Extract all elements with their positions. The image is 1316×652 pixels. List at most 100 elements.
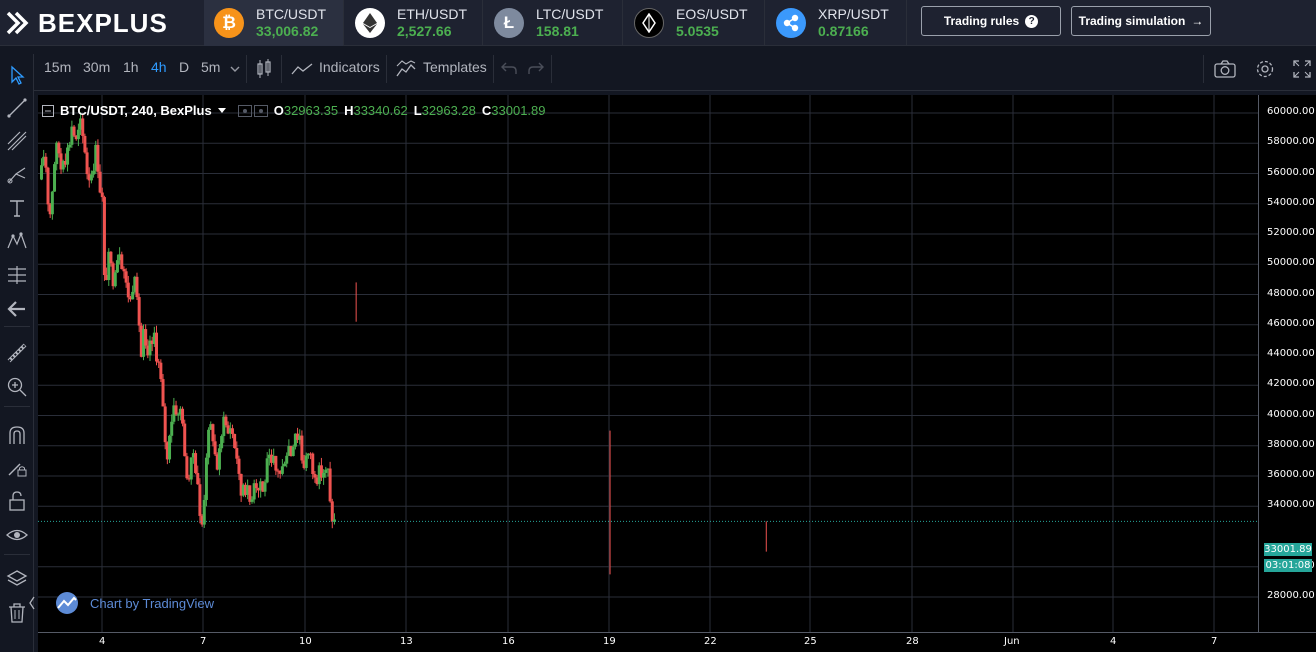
- candle-body: [267, 454, 271, 459]
- candle-body: [79, 118, 83, 130]
- candle-body: [48, 204, 52, 215]
- candle-body: [72, 126, 76, 136]
- candle-body: [89, 174, 93, 181]
- candle-body: [155, 332, 159, 362]
- candle-body: [94, 144, 98, 171]
- litecoin-icon: Ł: [494, 8, 524, 38]
- divider: [343, 0, 344, 46]
- candle-body: [148, 340, 152, 356]
- price-tick-label: 54000.00: [1267, 196, 1315, 208]
- tradingview-credit[interactable]: Chart by TradingView: [54, 592, 214, 614]
- divider: [482, 0, 483, 46]
- candle-body: [296, 433, 300, 440]
- gear-icon[interactable]: [1255, 59, 1275, 79]
- candle-body: [183, 423, 187, 457]
- indicators-icon: [291, 63, 313, 75]
- pattern-icon[interactable]: [6, 230, 28, 252]
- ruler-icon[interactable]: [6, 342, 28, 364]
- interval-4h[interactable]: 4h: [151, 59, 167, 75]
- candle-body: [163, 406, 167, 443]
- arrow-left-icon[interactable]: [6, 298, 28, 320]
- ticker-ltc[interactable]: Ł LTC/USDT 158.81: [484, 0, 622, 46]
- fullscreen-icon[interactable]: [1293, 60, 1311, 78]
- brand-logo[interactable]: BEXPLUS: [4, 6, 168, 40]
- divider: [493, 55, 494, 83]
- chevron-down-icon[interactable]: [230, 65, 240, 73]
- candle-body: [220, 436, 224, 449]
- caret-down-icon[interactable]: [217, 107, 226, 114]
- ticker-price: 5.0535: [676, 23, 719, 39]
- trading-simulation-label: Trading simulation: [1078, 14, 1186, 28]
- credit-text: Chart by TradingView: [90, 595, 215, 611]
- ticker-pair: ETH/USDT: [397, 6, 467, 22]
- candle-body: [263, 482, 267, 492]
- candle-body: [280, 466, 284, 474]
- ticker-eth[interactable]: ETH/USDT 2,527.66: [345, 0, 480, 46]
- indicators-button[interactable]: Indicators: [319, 59, 380, 75]
- interval-30m[interactable]: 30m: [83, 59, 111, 75]
- eye-icon[interactable]: [6, 524, 28, 546]
- time-tick-label: 13: [400, 636, 413, 647]
- ohlc-high: 33340.62: [353, 103, 408, 118]
- candle-body: [200, 515, 204, 525]
- interval-1h[interactable]: 1h: [123, 59, 139, 75]
- candle-body: [306, 453, 310, 456]
- ohlc-close: 33001.89: [491, 103, 546, 118]
- trash-icon[interactable]: [6, 602, 28, 624]
- interval-d[interactable]: D: [179, 59, 190, 75]
- ticker-xrp[interactable]: XRP/USDT 0.87166: [766, 0, 906, 46]
- collapse-sidebar-icon[interactable]: [28, 595, 36, 611]
- candlestick-type-icon[interactable]: [256, 59, 272, 79]
- interval-5m[interactable]: 5m: [201, 59, 221, 75]
- chart-legend: BTC/USDT, 240, BexPlus O32963.35 H33340.…: [42, 103, 546, 118]
- time-tick-label: 22: [704, 636, 717, 647]
- camera-icon[interactable]: [1214, 59, 1236, 79]
- candle-body: [87, 174, 91, 181]
- candle-body: [328, 468, 332, 502]
- ticker-eos[interactable]: EOS/USDT 5.0535: [624, 0, 762, 46]
- divider: [246, 55, 247, 83]
- price-tick-label: 44000.00: [1267, 348, 1315, 359]
- pitchfork-icon[interactable]: [6, 163, 28, 185]
- unlock-icon[interactable]: [6, 490, 28, 512]
- price-chart[interactable]: [38, 95, 1258, 632]
- bexplus-logo-icon: [6, 11, 29, 35]
- candle-body: [254, 483, 258, 489]
- divider: [906, 0, 907, 46]
- cursor-icon[interactable]: [6, 64, 28, 86]
- lock-drawing-icon[interactable]: [6, 456, 28, 478]
- ticker-pair: EOS/USDT: [676, 6, 748, 22]
- trading-simulation-button[interactable]: Trading simulation →: [1071, 6, 1211, 36]
- candle-body: [311, 453, 315, 475]
- undo-icon[interactable]: [501, 61, 517, 75]
- price-axis[interactable]: 60000.00 58000.00 56000.00 54000.00 52000.00…: [1258, 95, 1316, 632]
- help-icon: ?: [1025, 14, 1039, 28]
- candle-body: [309, 453, 313, 455]
- zoom-in-icon[interactable]: [6, 376, 28, 398]
- interval-15m[interactable]: 15m: [44, 59, 72, 75]
- price-tick-label: 52000.00: [1267, 227, 1315, 238]
- candle-body: [92, 170, 96, 175]
- ticker-btc[interactable]: ₿ BTC/USDT 33,006.82: [204, 0, 343, 46]
- candle-body: [152, 332, 156, 344]
- collapse-legend-icon[interactable]: [42, 104, 54, 117]
- candle-body: [185, 456, 189, 479]
- text-tool-icon[interactable]: [6, 197, 28, 219]
- measure-range-icon[interactable]: [6, 264, 28, 286]
- time-tick-label: Jun: [1004, 636, 1020, 647]
- trend-line-icon[interactable]: [6, 97, 28, 119]
- chart-symbol[interactable]: BTC/USDT, 240, BexPlus: [60, 103, 212, 118]
- candle-body: [261, 481, 265, 492]
- series-settings-icon[interactable]: [237, 104, 268, 117]
- candle-body: [137, 297, 141, 326]
- magnet-icon[interactable]: [6, 424, 28, 446]
- time-axis[interactable]: 4 7 10 13 16 19 22 25 28 Jun 4 7: [38, 632, 1316, 652]
- channel-icon[interactable]: [6, 130, 28, 152]
- candle-body: [196, 472, 200, 485]
- candle-body: [246, 485, 250, 495]
- redo-icon[interactable]: [528, 61, 544, 75]
- trading-rules-button[interactable]: Trading rules ?: [921, 6, 1061, 36]
- templates-button[interactable]: Templates: [423, 59, 487, 75]
- layers-icon[interactable]: [6, 568, 28, 590]
- candle-body: [298, 435, 302, 440]
